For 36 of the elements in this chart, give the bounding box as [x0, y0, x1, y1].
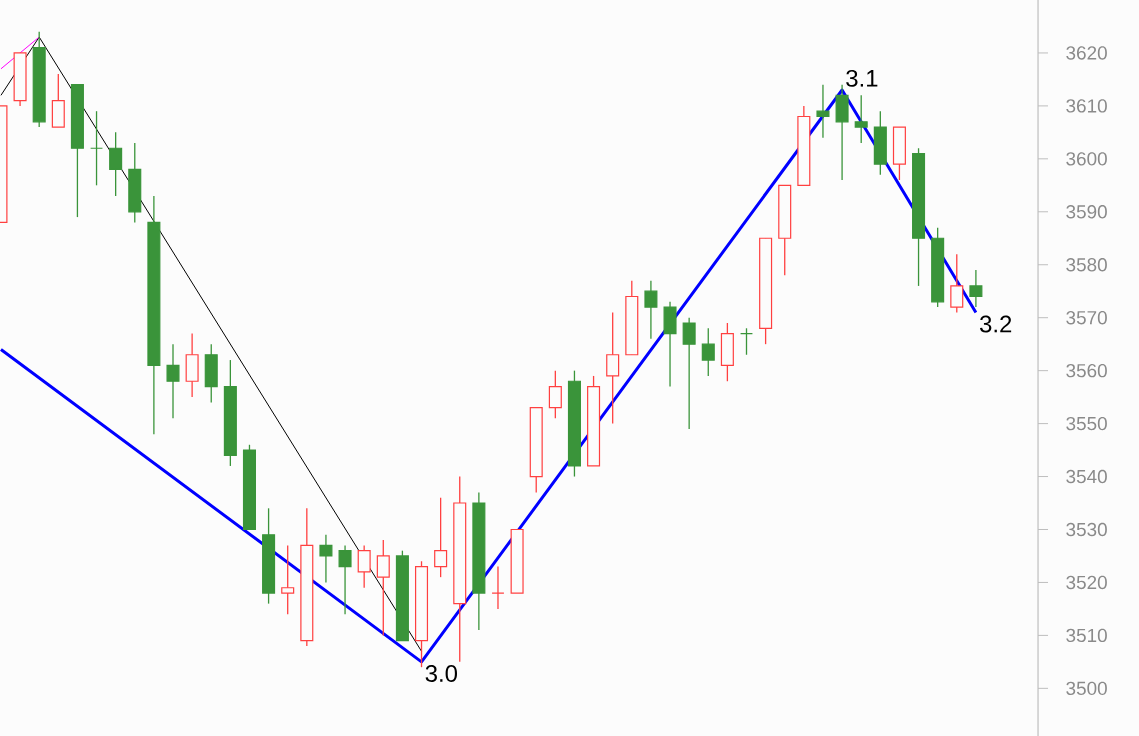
candlestick [109, 131, 123, 197]
candlestick [701, 327, 715, 377]
candlestick [816, 84, 830, 139]
annotation: 3.2 [980, 315, 1012, 333]
candlestick [606, 311, 620, 425]
y-tick-label: 3590 [1066, 205, 1107, 219]
y-tick-label: 3620 [1066, 46, 1107, 60]
candlestick [969, 269, 983, 308]
y-tick-label: 3570 [1066, 310, 1107, 325]
y-tick-label: 3560 [1066, 363, 1107, 378]
y-tick-label: 3580 [1066, 258, 1107, 272]
candlestick [682, 317, 696, 430]
candlestick [644, 279, 658, 340]
y-tick-label: 3540 [1066, 469, 1107, 484]
y-tick-label: 3530 [1066, 522, 1107, 537]
candlestick [319, 534, 333, 584]
candlestick [854, 94, 868, 144]
candlestick [281, 544, 295, 615]
candlestick [90, 110, 104, 186]
candlestick [739, 327, 754, 356]
candlestick [357, 544, 371, 589]
y-tick-label: 3610 [1066, 99, 1107, 113]
y-tick-label: 3520 [1066, 575, 1107, 590]
annotation: 3.0 [425, 665, 458, 682]
y-tick-label: 3500 [1066, 681, 1107, 696]
candlestick [376, 539, 390, 637]
candlestick [434, 497, 448, 578]
candlestick [548, 369, 562, 419]
y-tick-label: 3600 [1066, 152, 1107, 166]
candlestick [950, 253, 964, 314]
y-tick-label: 3550 [1066, 416, 1107, 431]
annotation: 3.1 [846, 69, 878, 87]
candlestick [166, 343, 180, 419]
candlestick [338, 544, 352, 615]
y-tick-label: 3510 [1066, 628, 1107, 643]
candlestick [491, 565, 505, 610]
